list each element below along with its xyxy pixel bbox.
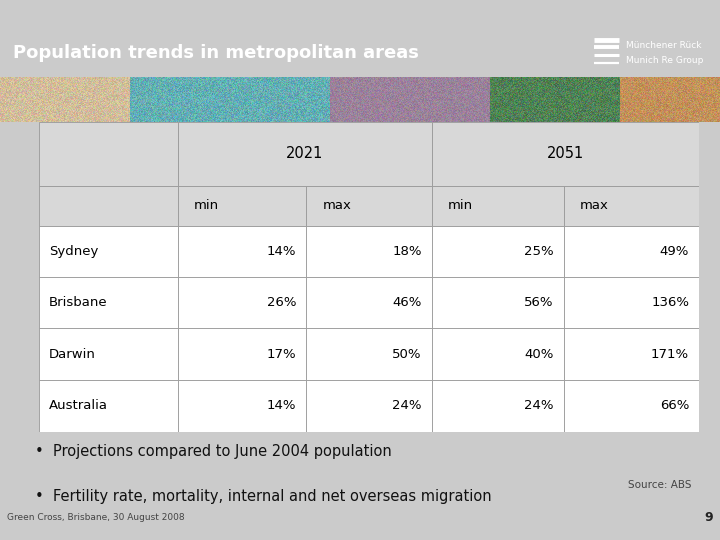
Bar xyxy=(39,226,178,277)
Bar xyxy=(178,122,432,186)
Text: Darwin: Darwin xyxy=(49,348,96,361)
Bar xyxy=(432,328,564,380)
Bar xyxy=(306,277,432,328)
Bar xyxy=(306,328,432,380)
Bar xyxy=(432,186,564,226)
Text: Australia: Australia xyxy=(49,400,108,413)
Bar xyxy=(306,226,432,277)
Bar xyxy=(178,328,306,380)
Bar xyxy=(564,186,699,226)
Bar xyxy=(564,380,699,432)
Text: 25%: 25% xyxy=(524,245,554,258)
Bar xyxy=(39,277,178,328)
Bar xyxy=(178,186,306,226)
Text: 24%: 24% xyxy=(524,400,554,413)
Text: •  Projections compared to June 2004 population: • Projections compared to June 2004 popu… xyxy=(35,444,392,460)
Text: 50%: 50% xyxy=(392,348,422,361)
Bar xyxy=(432,122,699,186)
Text: max: max xyxy=(580,199,609,212)
Text: 46%: 46% xyxy=(392,296,422,309)
Bar xyxy=(564,226,699,277)
Bar xyxy=(306,380,432,432)
Text: 14%: 14% xyxy=(267,400,297,413)
Bar xyxy=(432,277,564,328)
Text: Münchener Rück: Münchener Rück xyxy=(626,41,702,50)
Bar xyxy=(564,277,699,328)
Bar xyxy=(39,380,178,432)
Bar xyxy=(178,380,306,432)
Text: max: max xyxy=(323,199,351,212)
Text: 2021: 2021 xyxy=(286,146,323,161)
Bar xyxy=(432,226,564,277)
Text: 14%: 14% xyxy=(267,245,297,258)
Text: 40%: 40% xyxy=(524,348,554,361)
Text: 56%: 56% xyxy=(524,296,554,309)
Text: Sydney: Sydney xyxy=(49,245,98,258)
Text: •  Fertility rate, mortality, internal and net overseas migration: • Fertility rate, mortality, internal an… xyxy=(35,489,492,504)
Text: min: min xyxy=(194,199,219,212)
Text: Source: ABS: Source: ABS xyxy=(629,480,692,490)
Bar xyxy=(39,328,178,380)
Text: 171%: 171% xyxy=(651,348,689,361)
Text: 18%: 18% xyxy=(392,245,422,258)
Text: Population trends in metropolitan areas: Population trends in metropolitan areas xyxy=(13,44,419,62)
Text: 26%: 26% xyxy=(267,296,297,309)
Bar xyxy=(564,328,699,380)
Text: 24%: 24% xyxy=(392,400,422,413)
Bar xyxy=(178,226,306,277)
Text: 136%: 136% xyxy=(651,296,689,309)
Text: 2051: 2051 xyxy=(546,146,584,161)
Bar xyxy=(306,186,432,226)
Bar xyxy=(178,277,306,328)
Text: Munich Re Group: Munich Re Group xyxy=(626,56,703,65)
Text: min: min xyxy=(448,199,473,212)
Bar xyxy=(39,186,178,226)
Text: 9: 9 xyxy=(704,511,713,524)
Text: 49%: 49% xyxy=(660,245,689,258)
Text: Brisbane: Brisbane xyxy=(49,296,107,309)
Bar xyxy=(39,122,178,186)
Bar xyxy=(432,380,564,432)
Text: 17%: 17% xyxy=(267,348,297,361)
Text: Green Cross, Brisbane, 30 August 2008: Green Cross, Brisbane, 30 August 2008 xyxy=(7,513,185,522)
Text: 66%: 66% xyxy=(660,400,689,413)
